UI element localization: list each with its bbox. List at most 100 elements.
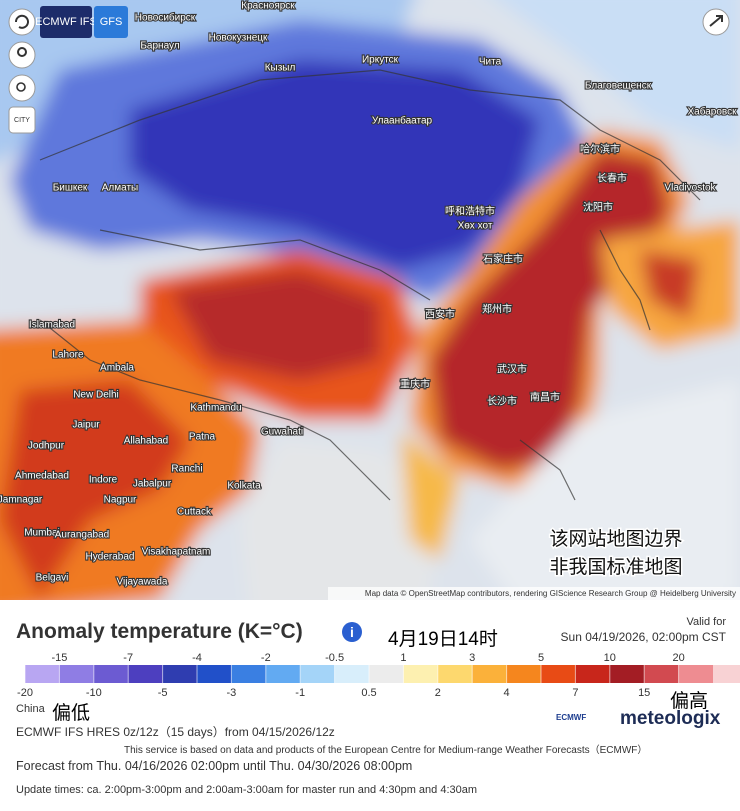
locate-icon (17, 47, 27, 57)
scale-tick-label: -3 (227, 687, 237, 699)
scale-tick-label: 10 (604, 652, 616, 664)
region-label: China (16, 703, 45, 715)
place-label: Cuttack (177, 507, 212, 518)
scale-tick-label: -15 (51, 652, 67, 664)
scale-cell (265, 665, 301, 683)
scale-cell (231, 665, 267, 683)
meteologix-logo: meteologix (620, 708, 721, 729)
place-label: 郑州市 (482, 303, 512, 316)
place-label: 哈尔滨市 (580, 143, 620, 156)
alt-model-label: GFS (100, 16, 123, 28)
scale-tick-label: 2 (435, 687, 441, 699)
attribution: Map data © OpenStreetMap contributors, r… (365, 589, 736, 598)
model-button[interactable] (40, 6, 92, 38)
place-label: Visakhapatnam (142, 547, 211, 558)
zoom-icon (16, 82, 26, 92)
place-label: Lahore (52, 350, 84, 361)
place-label: Хөх хот (458, 221, 493, 232)
scale-tick-label: -7 (123, 652, 133, 664)
notice-line: 该网站地图边界 (549, 528, 682, 550)
scale-cell (25, 665, 60, 683)
scale-tick-label: 5 (538, 652, 544, 664)
forecast-range: Forecast from Thu. 04/16/2026 02:00pm un… (16, 759, 413, 773)
place-label: Belgavi (36, 573, 69, 584)
scale-tick-label: -0.5 (325, 652, 344, 664)
map-controls: ECMWF IFS GFS CITY (8, 6, 730, 134)
place-label: Ranchi (171, 464, 202, 475)
scale-cell (403, 665, 439, 683)
scale-cell (128, 665, 164, 683)
scale-tick-label: -5 (158, 687, 168, 699)
place-label: Jaipur (72, 420, 100, 431)
place-label: Бишкек (53, 183, 88, 194)
place-label: Indore (89, 475, 118, 486)
place-label: Благовещенск (585, 81, 652, 92)
scale-cell (59, 665, 95, 683)
place-label: Хабаровск (688, 106, 738, 118)
scale-tick-label: 0.5 (361, 687, 376, 699)
scale-cell (300, 665, 336, 683)
place-label: Новокузнецк (209, 33, 268, 44)
borders (39, 69, 701, 501)
scale-tick-label: 3 (469, 652, 475, 664)
date-note: 4月19日14时 (388, 629, 498, 650)
info-button[interactable]: i (342, 622, 362, 642)
place-label: Красноярск (241, 1, 295, 12)
notice-line: 非我国标准地图 (549, 556, 682, 578)
reload-button[interactable] (8, 8, 36, 36)
scale-tick-label: -20 (17, 687, 33, 699)
place-label: 长沙市 (487, 395, 517, 408)
place-label: Nagpur (104, 495, 137, 506)
scale-tick-label: -4 (192, 652, 202, 664)
color-scale: -20 -15 -10 -7 -5 -4 -3 -2 -1 -0.5 0.5 1 2 3 4 5 7 10 15 20 (17, 652, 740, 699)
source-info: This service is based on data and produc… (124, 745, 648, 756)
scale-cell (334, 665, 370, 683)
place-label: Jabalpur (133, 479, 172, 490)
scale-cell (609, 665, 645, 683)
scale-cell (506, 665, 542, 683)
scale-tick-label: 7 (572, 687, 578, 699)
place-label: 重庆市 (400, 378, 430, 391)
place-label: 石家庄市 (483, 253, 523, 266)
place-label: Новосибирск (135, 12, 196, 24)
place-label: Иркутск (362, 55, 399, 66)
place-label: Islamabad (29, 320, 75, 331)
place-label: 西安市 (425, 308, 455, 321)
place-label: Vladivostok (664, 183, 716, 194)
place-label: Jamnagar (0, 495, 43, 506)
model-info: ECMWF IFS HRES 0z/12z（15 days）from 04/15… (16, 725, 335, 739)
scale-tick-label: -10 (86, 687, 102, 699)
scale-cell (93, 665, 129, 683)
place-label: Улаанбаатар (372, 115, 433, 127)
scale-cell (197, 665, 232, 683)
place-label: Allahabad (124, 436, 168, 447)
scale-cell (678, 665, 714, 683)
place-label: Ambala (100, 363, 134, 374)
place-label: Барнаул (140, 41, 179, 52)
alt-model-button[interactable] (94, 6, 128, 38)
ecmwf-logo: ECMWF (556, 713, 587, 722)
share-icon (709, 15, 723, 27)
attribution-bg (328, 587, 740, 600)
high-label: 偏高 (670, 691, 709, 712)
scale-cell (369, 665, 404, 683)
scale-tick-label: -2 (261, 652, 271, 664)
city-label: CITY (14, 117, 30, 124)
city-button[interactable] (8, 106, 36, 134)
place-label: Patna (189, 432, 216, 443)
zoom-button[interactable] (8, 74, 36, 102)
place-label: Ahmedabad (15, 471, 69, 482)
place-label: 武汉市 (497, 363, 527, 376)
scale-tick-label: 1 (400, 652, 406, 664)
scale-tick-label: 20 (672, 652, 684, 664)
place-label: Kathmandu (190, 403, 241, 414)
low-label: 偏低 (52, 703, 91, 724)
valid-label: Valid for (686, 616, 726, 628)
update-times: Update times: ca. 2:00pm-3:00pm and 2:00… (16, 784, 478, 796)
reload-icon (14, 14, 29, 29)
place-label: Guwahati (261, 427, 303, 438)
place-label: Aurangabad (55, 530, 110, 541)
scale-cell (713, 665, 740, 683)
scale-tick-label: -1 (295, 687, 305, 699)
place-label: 沈阳市 (583, 201, 613, 214)
